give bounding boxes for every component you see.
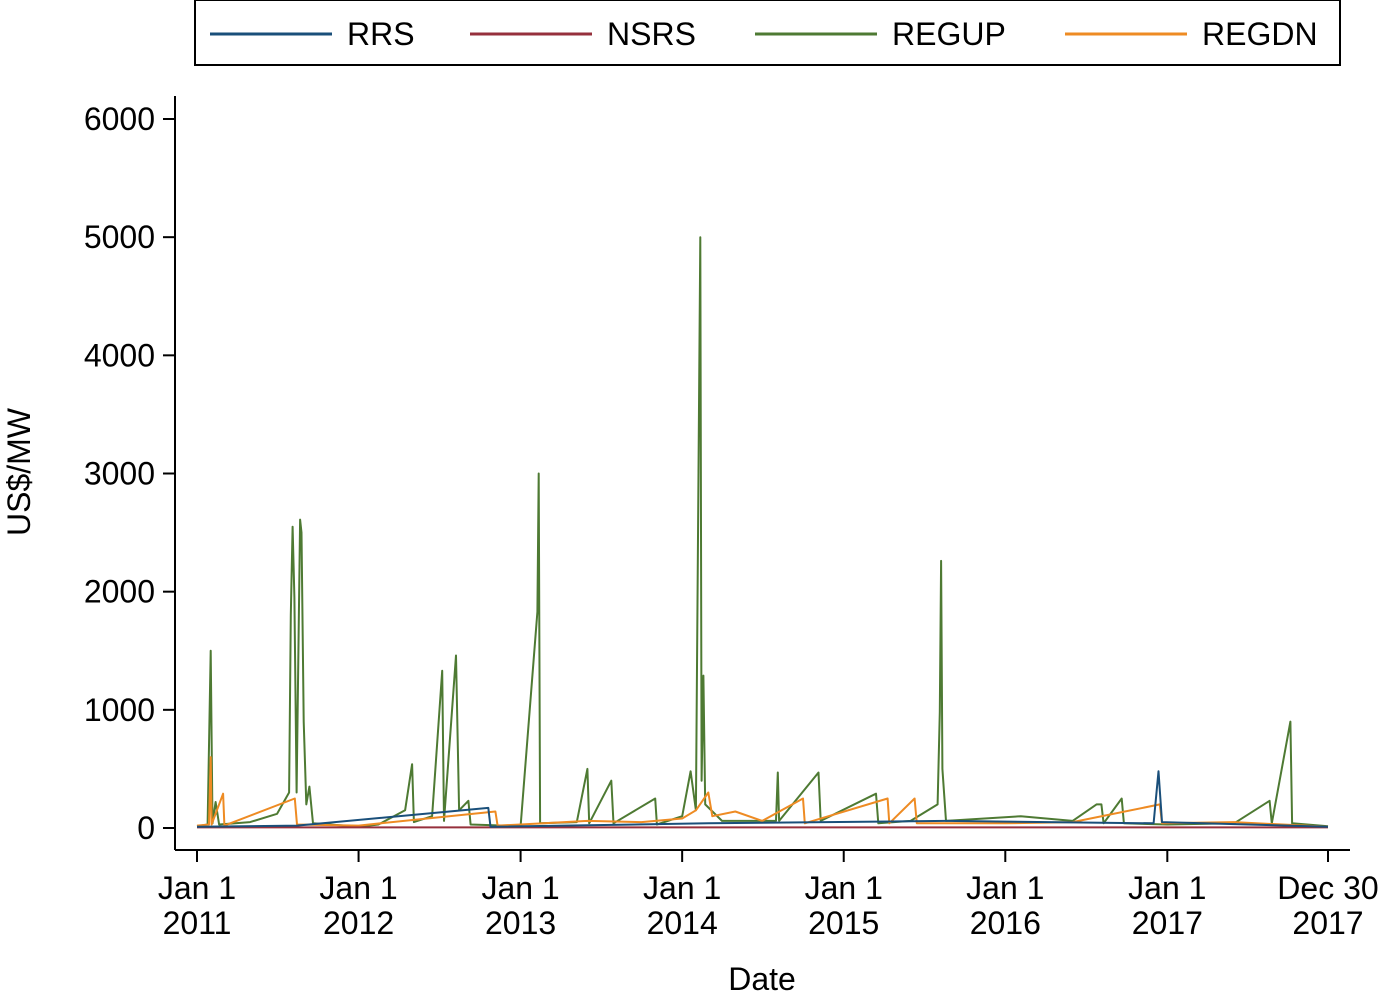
x-tick-label: Dec 30 [1277, 870, 1378, 906]
legend: RRS NSRS REGUP REGDN [194, 0, 1341, 66]
y-tick-label: 1000 [84, 692, 155, 728]
x-tick-label: Jan 1 [319, 870, 397, 906]
x-tick-label-year: 2017 [1292, 905, 1363, 941]
y-tick-label: 0 [137, 810, 155, 846]
x-tick-label-year: 2011 [163, 905, 232, 941]
y-tick-label: 6000 [84, 101, 155, 137]
x-tick-label-year: 2016 [970, 905, 1041, 941]
legend-label-rrs: RRS [347, 16, 415, 52]
x-axis-title: Date [728, 961, 796, 997]
legend-label-nsrs: NSRS [607, 16, 696, 52]
series-line-rrs [196, 770, 1329, 828]
series-line-regup [196, 236, 1329, 828]
x-tick-label-year: 2012 [323, 905, 394, 941]
x-tick-label-year: 2014 [647, 905, 718, 941]
x-tick-label: Jan 1 [805, 870, 883, 906]
x-tick-label: Jan 1 [966, 870, 1044, 906]
y-ticks: 0 1000 2000 3000 4000 5000 6000 [84, 101, 175, 846]
x-tick-label: Jan 1 [643, 870, 721, 906]
x-tick-label-year: 2017 [1132, 905, 1203, 941]
x-tick-label-year: 2013 [485, 905, 556, 941]
legend-label-regup: REGUP [892, 16, 1006, 52]
x-tick-label: Jan 1 [1128, 870, 1206, 906]
y-tick-label: 3000 [84, 456, 155, 492]
y-axis-title: US$/MW [1, 407, 37, 536]
legend-label-regdn: REGDN [1202, 16, 1318, 52]
series-layer [196, 236, 1329, 829]
y-tick-label: 5000 [84, 219, 155, 255]
y-tick-label: 2000 [84, 574, 155, 610]
x-tick-label: Jan 1 [481, 870, 559, 906]
series-line-regdn [196, 756, 1329, 828]
x-tick-label-year: 2015 [808, 905, 879, 941]
x-tick-label: Jan 1 [158, 870, 236, 906]
y-tick-label: 4000 [84, 337, 155, 373]
